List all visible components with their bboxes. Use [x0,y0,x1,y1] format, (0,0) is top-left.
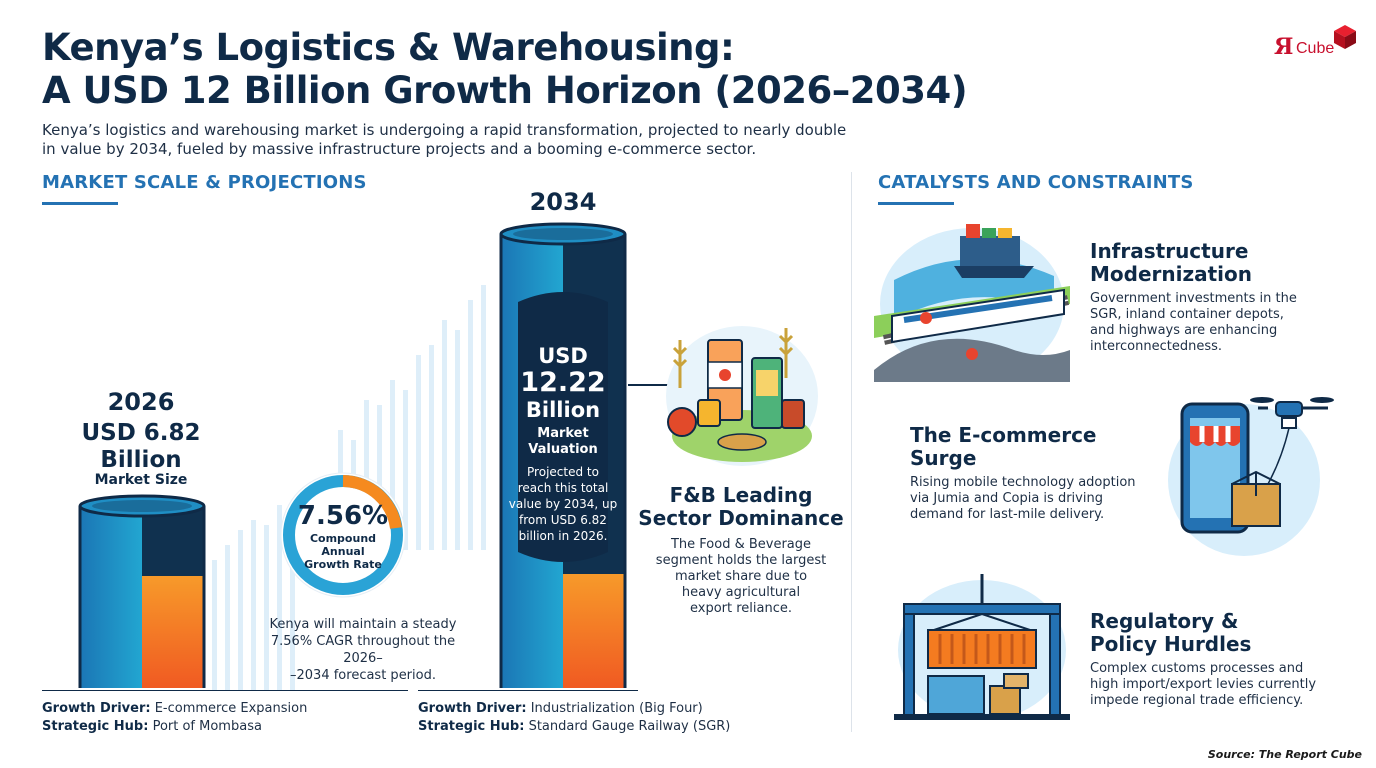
fb-text-1: The Food & Beverage [670,537,812,552]
regulatory-title-1: Regulatory & [1090,609,1239,633]
value-2034-desc: Projected to reach this total value by 2… [508,464,618,544]
market-section-title: MARKET SCALE & PROJECTIONS [42,172,367,193]
fb-text-4: heavy agricultural [681,585,801,600]
title-line-2: A USD 12 Billion Growth Horizon (2026–20… [42,69,968,112]
source-credit: Source: The Report Cube [1207,748,1362,761]
fb-title: F&B Leading Sector Dominance [636,484,846,530]
catalysts-section-title: CATALYSTS AND CONSTRAINTS [878,172,1194,193]
ecommerce-title: The E-commerce Surge [910,424,1097,470]
regulatory-description: Complex customs processes and high impor… [1090,661,1316,709]
infrastructure-title-1: Infrastructure [1090,239,1249,263]
value-2026: USD 6.82 Billion [66,420,216,474]
train-ship-icon [874,224,1070,382]
value-2034-label-1: Market [537,426,589,441]
brand-logo: Я Cube [1272,24,1364,64]
value-2034-line-1: USD [538,344,588,368]
ecommerce-description: Rising mobile technology adoption via Ju… [910,475,1136,523]
cagr-text-1: Kenya will maintain a steady [269,617,457,632]
right-driver-value: Industrialization (Big Four) [526,701,703,716]
cagr-text-3: –2034 forecast period. [290,668,436,683]
infrastructure-description: Government investments in the SGR, inlan… [1090,291,1297,355]
infrastructure-text-1: Government investments in the [1090,291,1297,306]
cube-icon [1334,25,1356,49]
left-hub-label: Strategic Hub: [42,719,149,734]
fb-title-2: Sector Dominance [638,506,844,530]
desc-2034-3: value by 2034, up [508,497,618,511]
desc-2034-5: billion in 2026. [518,529,608,543]
regulatory-text-2: high import/export levies currently [1090,677,1317,692]
page-title: Kenya’s Logistics & Warehousing: A USD 1… [42,26,1002,112]
regulatory-text-3: impede regional trade efficiency. [1090,693,1304,708]
port-crane-icon [894,574,1070,720]
regulatory-text-1: Complex customs processes and [1090,661,1304,676]
cagr-value-block: 7.56% Compound Annual Growth Rate [288,502,398,571]
year-2026: 2026 [107,388,175,416]
desc-2034-2: reach this total [517,481,609,495]
right-driver-label: Growth Driver: [418,701,527,716]
cagr-text-2: 7.56% CAGR throughout the 2026– [270,634,456,666]
intro-line-1: Kenya’s logistics and warehousing market… [42,121,847,139]
right-hub-value: Standard Gauge Railway (SGR) [524,719,731,734]
logo-letter: Я [1274,34,1294,60]
cylinder-2034 [499,222,627,688]
value-2034-line-3: Billion [525,398,601,422]
section-divider [851,172,852,732]
year-2034: 2034 [529,188,597,216]
regulatory-title: Regulatory & Policy Hurdles [1090,610,1251,656]
infrastructure-title-2: Modernization [1090,262,1253,286]
fb-connector [628,384,668,386]
infrastructure-text-3: and highways are enhancing [1090,323,1278,338]
cagr-description: Kenya will maintain a steady 7.56% CAGR … [258,616,468,684]
cagr-label-3: Growth Rate [304,558,382,571]
food-products-icon [666,326,818,466]
left-driver-rule [42,690,408,691]
left-growth-driver: Growth Driver: E-commerce Expansion [42,700,307,718]
intro-text: Kenya’s logistics and warehousing market… [42,121,862,159]
cylinder-2026 [78,494,206,688]
left-driver-label: Growth Driver: [42,701,151,716]
left-driver-value: E-commerce Expansion [150,701,308,716]
infrastructure-text-4: interconnectedness. [1090,339,1222,354]
fb-text-2: segment holds the largest [655,553,827,568]
title-line-1: Kenya’s Logistics & Warehousing: [42,26,735,69]
phone-drone-icon [1168,397,1334,556]
fb-text-3: market share due to [674,569,808,584]
left-strategic-hub: Strategic Hub: Port of Mombasa [42,718,307,736]
fb-text-5: export reliance. [689,601,792,616]
ecommerce-title-1: The E-commerce [910,423,1097,447]
catalysts-section-underline [878,202,954,205]
fb-description: The Food & Beverage segment holds the la… [636,537,846,617]
right-strategic-hub: Strategic Hub: Standard Gauge Railway (S… [418,718,730,736]
market-section-underline [42,202,118,205]
ecommerce-text-2: via Jumia and Copia is driving [910,491,1103,506]
cagr-gauge [280,472,406,598]
fb-title-1: F&B Leading [669,483,813,507]
value-2026-label: Market Size [94,472,188,488]
logo-text: Cube [1296,40,1335,57]
cagr-label-1: Compound [309,532,377,545]
regulatory-title-2: Policy Hurdles [1090,632,1252,656]
value-2026-line-2: Billion [100,447,182,473]
value-2026-line-1: USD 6.82 [81,420,201,446]
left-hub-value: Port of Mombasa [148,719,262,734]
infrastructure-text-2: SGR, inland container depots, [1090,307,1284,322]
right-driver-block: Growth Driver: Industrialization (Big Fo… [418,700,730,736]
ecommerce-title-2: Surge [910,446,977,470]
right-growth-driver: Growth Driver: Industrialization (Big Fo… [418,700,730,718]
ecommerce-text-3: demand for last-mile delivery. [910,507,1105,522]
value-2034-line-2: 12.22 [520,367,606,398]
desc-2034-1: Projected to [527,465,599,479]
right-driver-rule [418,690,638,691]
cagr-label-2: Annual [321,545,365,558]
cagr-value: 7.56% [297,501,389,531]
intro-line-2: in value by 2034, fueled by massive infr… [42,140,757,158]
value-2034-label-2: Valuation [528,442,598,457]
infrastructure-title: Infrastructure Modernization [1090,240,1252,286]
right-hub-label: Strategic Hub: [418,719,525,734]
left-driver-block: Growth Driver: E-commerce Expansion Stra… [42,700,307,736]
desc-2034-4: from USD 6.82 [519,513,607,527]
value-2034-block: USD 12.22 Billion Market Valuation Proje… [508,344,618,544]
ecommerce-text-1: Rising mobile technology adoption [910,475,1136,490]
